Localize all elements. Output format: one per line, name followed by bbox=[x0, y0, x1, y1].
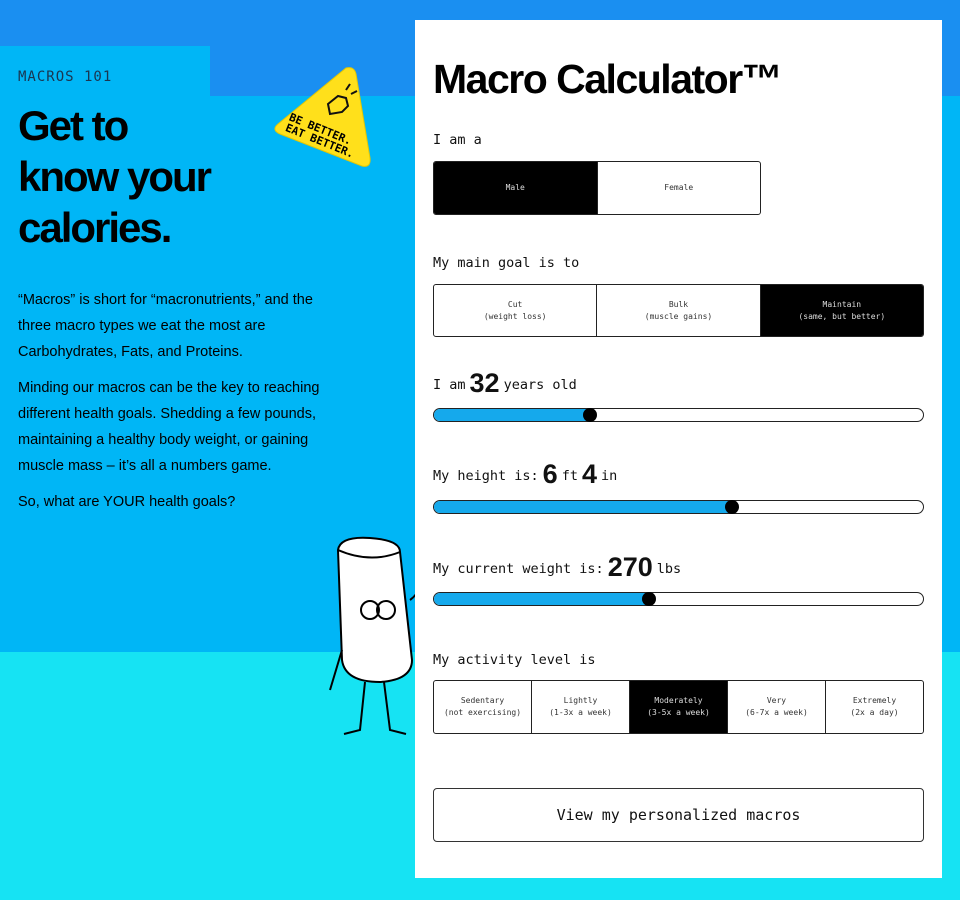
paragraph: “Macros” is short for “macronutrients,” … bbox=[18, 292, 313, 360]
weight-slider[interactable] bbox=[433, 592, 924, 606]
slider-fill bbox=[434, 409, 591, 421]
option-name: Lightly bbox=[563, 696, 598, 705]
paragraph: So, what are YOUR health goals? bbox=[18, 494, 236, 510]
weight-value: 270 bbox=[607, 552, 653, 582]
intro-body: “Macros” is short for “macronutrients,” … bbox=[18, 287, 348, 525]
option-name: Cut bbox=[507, 299, 523, 309]
weight-unit: lbs bbox=[656, 561, 682, 577]
activity-option-very[interactable]: Very (6-7x a week) bbox=[727, 681, 825, 733]
option-name: Bulk bbox=[668, 299, 689, 309]
option-name: Very bbox=[766, 696, 787, 705]
option-name: Extremely bbox=[852, 696, 897, 705]
weight-label: My current weight is: 270 lbs bbox=[433, 552, 681, 583]
activity-option-lightly[interactable]: Lightly (1-3x a week) bbox=[531, 681, 629, 733]
slider-thumb[interactable] bbox=[725, 500, 740, 514]
option-sub: (not exercising) bbox=[443, 708, 522, 717]
mascot-illustration-icon bbox=[329, 536, 423, 735]
slider-fill bbox=[434, 501, 733, 513]
activity-selector: Sedentary (not exercising) Lightly (1-3x a… bbox=[433, 680, 924, 734]
option-name: Maintain bbox=[822, 299, 862, 309]
option-sub: (1-3x a week) bbox=[549, 708, 612, 717]
height-prefix: My height is: bbox=[433, 468, 539, 484]
option-sub: (muscle gains) bbox=[644, 311, 713, 321]
option-sub: (same, but better) bbox=[798, 311, 886, 321]
macro-calculator-card: Macro Calculator™ I am a Male Female My … bbox=[415, 20, 942, 878]
badge-be-better-icon: BE BETTER. EAT BETTER. bbox=[274, 67, 371, 167]
paragraph: Minding our macros can be the key to rea… bbox=[18, 380, 320, 474]
option-sub: (3-5x a week) bbox=[647, 708, 710, 717]
age-prefix: I am bbox=[433, 377, 466, 393]
sex-selector: Male Female bbox=[433, 161, 761, 215]
option-name: Sedentary bbox=[460, 696, 505, 705]
height-inches: 4 bbox=[581, 459, 597, 489]
headline-line: Get to bbox=[18, 102, 129, 149]
activity-option-extremely[interactable]: Extremely (2x a day) bbox=[825, 681, 923, 733]
sex-option-male[interactable]: Male bbox=[434, 162, 597, 214]
age-suffix: years old bbox=[503, 377, 577, 393]
slider-fill bbox=[434, 593, 650, 605]
slider-thumb[interactable] bbox=[642, 592, 657, 606]
inches-unit: in bbox=[601, 468, 618, 484]
view-macros-button[interactable]: View my personalized macros bbox=[433, 788, 924, 842]
height-feet: 6 bbox=[542, 459, 558, 489]
weight-prefix: My current weight is: bbox=[433, 561, 604, 577]
activity-option-moderately[interactable]: Moderately (3-5x a week) bbox=[629, 681, 727, 733]
height-slider[interactable] bbox=[433, 500, 924, 514]
option-sub: (6-7x a week) bbox=[745, 708, 808, 717]
goal-option-bulk[interactable]: Bulk (muscle gains) bbox=[596, 285, 759, 336]
activity-option-sedentary[interactable]: Sedentary (not exercising) bbox=[434, 681, 531, 733]
goal-label: My main goal is to bbox=[433, 255, 580, 271]
age-value: 32 bbox=[469, 368, 500, 398]
age-label: I am 32 years old bbox=[433, 368, 577, 399]
age-slider[interactable] bbox=[433, 408, 924, 422]
option-sub: (2x a day) bbox=[850, 708, 899, 717]
height-label: My height is: 6 ft 4 in bbox=[433, 459, 617, 490]
option-sub: (weight loss) bbox=[483, 311, 547, 321]
goal-option-maintain[interactable]: Maintain (same, but better) bbox=[759, 285, 923, 336]
slider-thumb[interactable] bbox=[583, 408, 598, 422]
goal-option-cut[interactable]: Cut (weight loss) bbox=[434, 285, 596, 336]
activity-label: My activity level is bbox=[433, 652, 596, 668]
sex-option-female[interactable]: Female bbox=[596, 162, 761, 214]
feet-unit: ft bbox=[561, 468, 578, 484]
headline: Get to know your calories. bbox=[18, 100, 212, 253]
intro-panel-top bbox=[0, 46, 210, 106]
headline-line: know your bbox=[18, 153, 212, 200]
calculator-title: Macro Calculator™ bbox=[433, 56, 783, 102]
sex-label: I am a bbox=[433, 132, 482, 148]
goal-selector: Cut (weight loss) Bulk (muscle gains) Main… bbox=[433, 284, 924, 337]
option-name: Moderately bbox=[654, 696, 703, 705]
eyebrow: MACROS 101 bbox=[18, 69, 113, 85]
headline-line: calories. bbox=[18, 204, 172, 251]
